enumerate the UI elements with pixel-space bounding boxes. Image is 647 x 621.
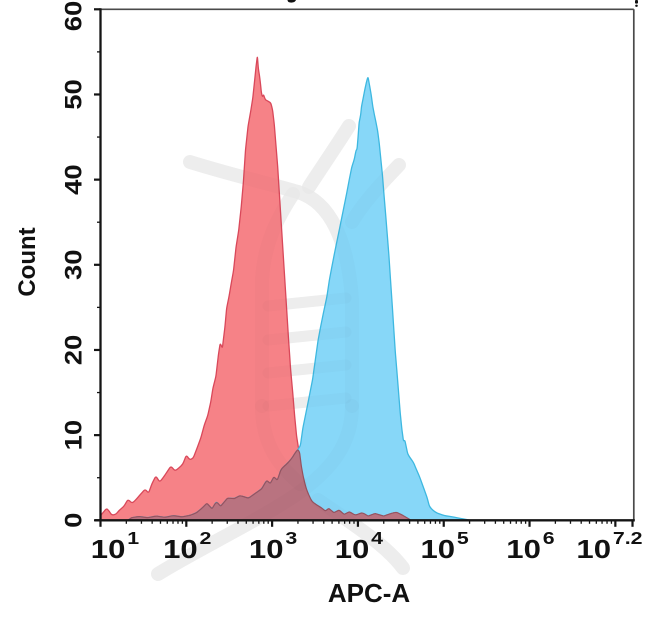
x-tick-label: 10 2	[163, 529, 211, 565]
x-tick-label: 10 5	[421, 529, 469, 565]
y-tick-label: 10	[59, 420, 87, 451]
y-tick-label: 40	[59, 164, 87, 195]
y-axis-tick-labels: 0 10 20 30 40 50 60	[59, 1, 87, 528]
cropped-edge-text-fragments	[286, 0, 638, 7]
y-tick-label: 0	[59, 513, 87, 528]
overlap-region	[127, 449, 412, 521]
x-axis-tick-labels: 10 1 10 2 10 3 10 4 10 5 10 6 10 7.2	[91, 529, 643, 565]
x-tick-label: 10 6	[506, 529, 554, 565]
y-tick-label: 50	[59, 79, 87, 110]
x-tick-label: 10 3	[249, 529, 297, 565]
x-tick-label: 10 4	[335, 529, 383, 565]
cropped-mark-dot-fragment	[635, 4, 638, 7]
dna-helix-strand	[309, 126, 349, 187]
x-tick-label: 10 7.2	[576, 529, 642, 565]
x-tick-label: 10 1	[91, 529, 139, 565]
y-tick-label: 30	[59, 250, 87, 281]
dna-helix-strand	[302, 119, 356, 194]
cropped-mark-bar-fragment	[635, 0, 638, 4]
y-tick-label: 60	[59, 1, 87, 32]
y-tick-label: 20	[59, 335, 87, 366]
cropped-title-glyph-fragment	[286, 0, 296, 3]
x-axis-title: APC-A	[328, 578, 411, 608]
y-axis-ticks	[94, 8, 101, 522]
y-axis-title: Count	[14, 227, 41, 296]
histogram-series	[99, 56, 471, 521]
x-axis-ticks	[99, 520, 634, 527]
